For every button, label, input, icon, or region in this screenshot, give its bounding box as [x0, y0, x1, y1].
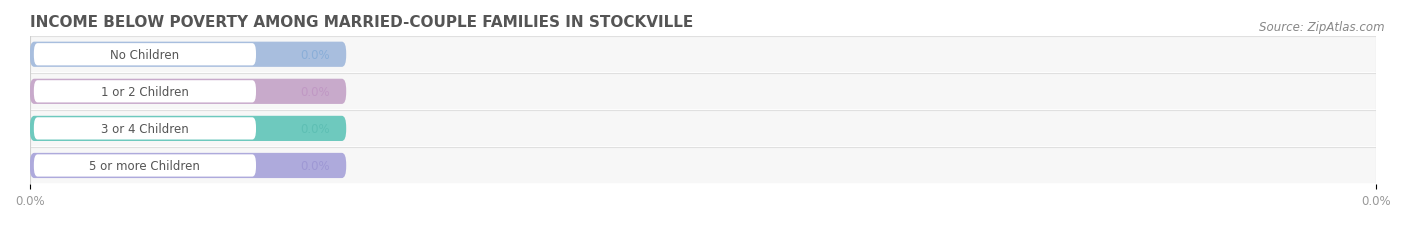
FancyBboxPatch shape	[34, 155, 256, 177]
Text: No Children: No Children	[110, 49, 180, 61]
FancyBboxPatch shape	[34, 44, 256, 66]
Text: 0.0%: 0.0%	[301, 85, 330, 98]
FancyBboxPatch shape	[30, 43, 346, 68]
FancyBboxPatch shape	[30, 79, 346, 104]
Text: 0.0%: 0.0%	[301, 49, 330, 61]
FancyBboxPatch shape	[30, 112, 1376, 146]
FancyBboxPatch shape	[30, 148, 1376, 183]
Text: Source: ZipAtlas.com: Source: ZipAtlas.com	[1260, 21, 1385, 34]
Text: INCOME BELOW POVERTY AMONG MARRIED-COUPLE FAMILIES IN STOCKVILLE: INCOME BELOW POVERTY AMONG MARRIED-COUPL…	[30, 15, 693, 30]
FancyBboxPatch shape	[30, 116, 346, 141]
FancyBboxPatch shape	[34, 81, 256, 103]
Text: 1 or 2 Children: 1 or 2 Children	[101, 85, 188, 98]
FancyBboxPatch shape	[34, 118, 256, 140]
Text: 0.0%: 0.0%	[301, 159, 330, 172]
Text: 0.0%: 0.0%	[301, 122, 330, 135]
FancyBboxPatch shape	[30, 153, 346, 178]
FancyBboxPatch shape	[30, 38, 1376, 72]
Text: 3 or 4 Children: 3 or 4 Children	[101, 122, 188, 135]
Text: 5 or more Children: 5 or more Children	[90, 159, 201, 172]
FancyBboxPatch shape	[30, 75, 1376, 109]
